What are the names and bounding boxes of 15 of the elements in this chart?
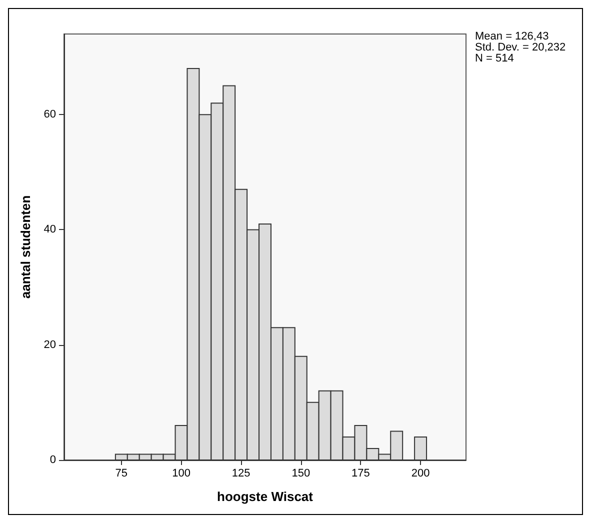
x-tick-label: 200 (411, 468, 430, 480)
y-tick-label: 20 (44, 338, 56, 351)
x-tick-label: 125 (232, 468, 250, 480)
text: N = 514 (475, 52, 514, 64)
text: Mean = 126,43 (475, 30, 549, 42)
x-axis-title: hoogste Wiscat (217, 489, 314, 504)
y-tick-label: 60 (44, 108, 56, 121)
x-tick-label: 150 (292, 468, 310, 480)
text: Std. Dev. = 20,232 (475, 42, 566, 54)
x-tick-label: 75 (115, 468, 128, 480)
x-tick-label: 100 (172, 468, 190, 480)
y-tick-label: 0 (50, 454, 56, 466)
x-tick-label: 175 (352, 468, 370, 480)
y-axis-title: aantal studenten (18, 195, 33, 299)
y-tick-label: 40 (44, 224, 56, 236)
